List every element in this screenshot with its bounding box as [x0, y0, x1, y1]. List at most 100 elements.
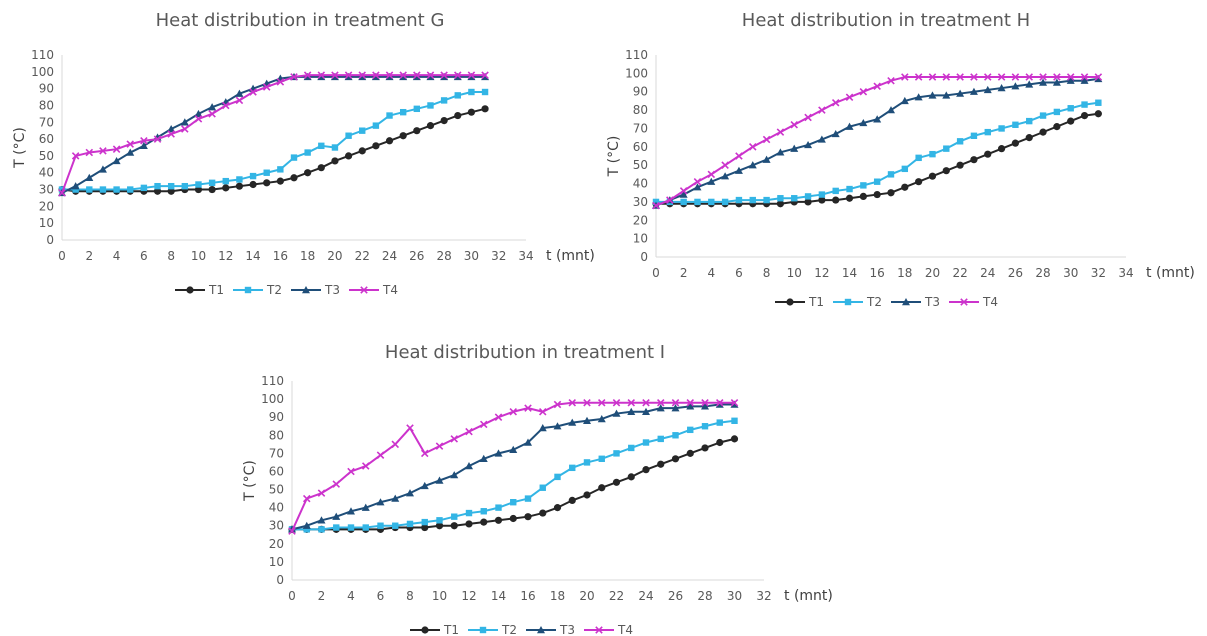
- data-point: [887, 171, 895, 178]
- data-point: [263, 169, 270, 176]
- data-point: [929, 150, 936, 158]
- data-point: [302, 521, 311, 529]
- data-point: [85, 148, 94, 157]
- data-point: [686, 402, 695, 410]
- series-t2: [58, 88, 489, 193]
- y-tick-label: 10: [633, 232, 648, 246]
- legend-marker: [960, 298, 968, 306]
- chart-treatment-g: Heat distribution in treatment G 0 10 20 30…: [0, 0, 600, 310]
- data-point: [290, 174, 298, 182]
- data-point: [468, 88, 475, 96]
- data-point: [509, 407, 518, 416]
- legend-label: T3: [324, 283, 340, 297]
- data-point: [362, 524, 369, 531]
- y-tick-label: 70: [269, 446, 284, 460]
- data-point: [399, 132, 407, 140]
- legend-marker: [360, 286, 368, 294]
- data-point: [1039, 128, 1047, 136]
- data-point: [762, 135, 771, 144]
- data-point: [776, 128, 785, 136]
- data-point: [126, 148, 135, 156]
- data-point: [479, 454, 488, 462]
- data-point: [613, 450, 620, 457]
- data-point: [776, 148, 785, 156]
- data-point: [318, 526, 325, 533]
- y-axis-title: T (°C): [242, 460, 258, 502]
- data-point: [263, 179, 271, 187]
- data-point: [331, 144, 339, 151]
- legend-marker: [902, 298, 910, 306]
- legend-label: T2: [866, 295, 882, 309]
- data-point: [406, 489, 414, 497]
- data-point: [467, 71, 476, 79]
- data-point: [1053, 123, 1061, 131]
- data-point: [1025, 73, 1034, 81]
- data-point: [928, 91, 937, 99]
- data-point: [693, 177, 702, 186]
- data-point: [554, 473, 561, 481]
- data-point: [376, 498, 385, 506]
- legend-label: T2: [266, 283, 282, 297]
- data-point: [832, 196, 840, 204]
- legend-marker: [421, 626, 429, 634]
- data-point: [358, 71, 367, 79]
- data-point: [804, 198, 812, 206]
- data-point: [235, 96, 244, 105]
- data-point: [568, 496, 576, 504]
- data-point: [679, 187, 688, 195]
- data-point: [715, 398, 724, 407]
- x-axis-title: t (mnt): [1146, 265, 1195, 281]
- data-point: [454, 92, 461, 99]
- data-point: [721, 172, 730, 180]
- data-point: [391, 440, 400, 449]
- data-point: [942, 73, 951, 81]
- y-tick-label: 50: [39, 149, 54, 163]
- data-point: [583, 459, 591, 466]
- data-point: [672, 432, 679, 439]
- data-point: [426, 71, 435, 79]
- data-point: [494, 413, 503, 421]
- x-tick-label: 4: [347, 589, 355, 603]
- x-tick-label: 20: [579, 589, 594, 603]
- data-point: [451, 513, 458, 520]
- y-tick-label: 70: [633, 121, 648, 135]
- legend-label: T1: [443, 623, 459, 636]
- data-point: [262, 83, 271, 91]
- data-point: [721, 161, 729, 169]
- data-point: [276, 177, 284, 185]
- data-point: [481, 105, 489, 113]
- y-tick-label: 80: [633, 103, 648, 117]
- chart-title: Heat distribution in treatment I: [384, 342, 666, 363]
- data-point: [1039, 112, 1047, 119]
- data-point: [153, 135, 162, 143]
- chart-title: Heat distribution in treatment H: [741, 10, 1031, 31]
- y-tick-label: 10: [39, 216, 54, 230]
- data-point: [735, 152, 743, 160]
- data-point: [426, 122, 435, 130]
- data-point: [701, 402, 709, 410]
- data-point: [435, 476, 444, 484]
- data-point: [413, 127, 421, 135]
- data-point: [687, 426, 694, 434]
- data-point: [435, 522, 444, 530]
- legend-label: T2: [501, 623, 517, 636]
- data-point: [873, 178, 881, 185]
- data-point: [762, 155, 771, 163]
- data-point: [304, 149, 311, 156]
- data-point: [553, 504, 562, 512]
- x-tick-label: 22: [355, 249, 370, 263]
- legend-label: T4: [382, 283, 398, 297]
- x-tick-label: 10: [191, 249, 206, 263]
- data-point: [1011, 73, 1020, 81]
- data-point: [479, 420, 488, 429]
- series-t1: [58, 105, 489, 195]
- x-tick-label: 26: [1008, 266, 1023, 280]
- series-line: [62, 91, 486, 191]
- data-point: [440, 116, 448, 125]
- data-point: [140, 184, 148, 192]
- data-point: [694, 198, 701, 206]
- data-point: [450, 435, 459, 443]
- data-point: [358, 147, 366, 155]
- data-point: [167, 182, 175, 190]
- y-tick-label: 30: [633, 195, 648, 209]
